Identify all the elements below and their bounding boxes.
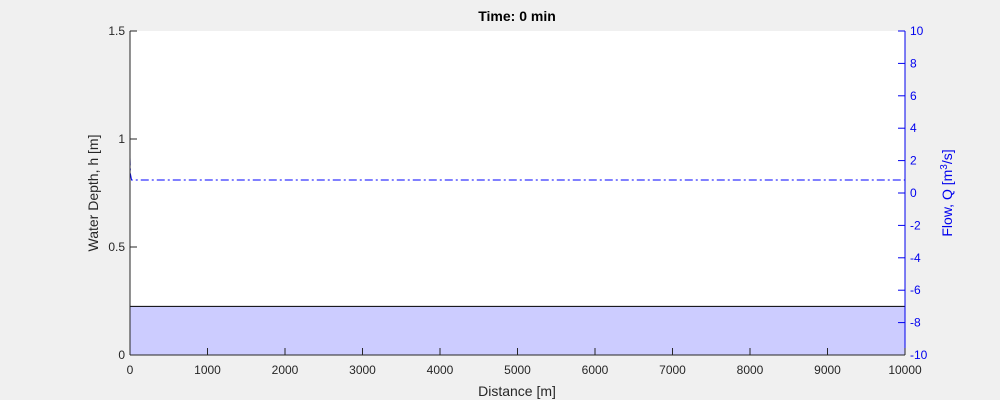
chart-title: Time: 0 min	[478, 8, 556, 24]
right-tick-label: 8	[910, 56, 917, 70]
x-tick-label: 4000	[427, 363, 454, 377]
right-tick-label: -8	[910, 316, 921, 330]
right-tick-label: 4	[910, 121, 917, 135]
depth-fill-area	[130, 306, 905, 355]
right-tick-label: 10	[910, 24, 924, 38]
right-tick-label: 0	[910, 186, 917, 200]
x-tick-label: 5000	[504, 363, 531, 377]
x-tick-label: 0	[127, 363, 134, 377]
right-tick-label: -2	[910, 218, 921, 232]
left-tick-label: 1	[118, 132, 125, 146]
x-tick-label: 10000	[888, 363, 922, 377]
x-axis-label: Distance [m]	[478, 383, 556, 399]
left-tick-label: 0	[118, 348, 125, 362]
x-tick-label: 3000	[349, 363, 376, 377]
right-tick-label: -6	[910, 283, 921, 297]
right-y-axis-label: Flow, Q [m3/s]	[939, 149, 956, 236]
x-tick-label: 6000	[582, 363, 609, 377]
left-tick-label: 0.5	[108, 240, 125, 254]
x-tick-label: 8000	[737, 363, 764, 377]
plot-area	[130, 31, 905, 355]
flow-line	[129, 157, 905, 181]
left-tick-label: 1.5	[108, 24, 125, 38]
right-tick-label: -10	[910, 348, 928, 362]
right-y-axis: -10 -8 -6 -4 -2 0 2 4 6 8 10	[898, 24, 928, 362]
x-axis: 0 1000 2000 3000 4000 5000 6000 7000 8000 9000 100…	[127, 348, 922, 377]
x-tick-label: 1000	[194, 363, 221, 377]
x-tick-label: 2000	[272, 363, 299, 377]
left-y-axis: 0 0.5 1 1.5	[108, 24, 137, 362]
left-y-axis-label: Water Depth, h [m]	[85, 135, 101, 252]
x-tick-label: 9000	[814, 363, 841, 377]
x-tick-label: 7000	[659, 363, 686, 377]
right-tick-label: 6	[910, 89, 917, 103]
right-tick-label: -4	[910, 251, 921, 265]
right-tick-label: 2	[910, 154, 917, 168]
